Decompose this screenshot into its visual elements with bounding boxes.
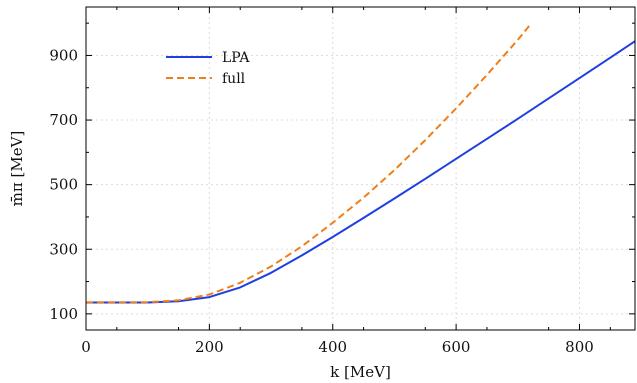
x-tick-label: 800 — [565, 338, 594, 356]
y-tick-label: 700 — [49, 111, 78, 129]
legend: LPA full — [166, 50, 250, 87]
x-tick-label: 600 — [442, 338, 471, 356]
x-axis-label: k [MeV] — [330, 363, 391, 381]
plot-frame — [85, 6, 636, 331]
series-line-full — [86, 24, 531, 304]
y-axis-label: m̄π [MeV] — [8, 131, 26, 207]
legend-label-lpa: LPA — [222, 50, 250, 66]
series-layer — [86, 24, 635, 304]
y-tick-label: 500 — [49, 176, 78, 194]
ticks — [85, 7, 635, 330]
x-tick-label: 200 — [195, 338, 224, 356]
tick-labels: 0 200 400 600 800 100 300 500 700 900 — [49, 46, 593, 356]
y-tick-label: 900 — [49, 46, 78, 64]
grid — [85, 7, 635, 330]
x-tick-label: 400 — [318, 338, 347, 356]
y-tick-label: 300 — [49, 240, 78, 258]
y-tick-label: 100 — [49, 305, 78, 323]
series-line-lpa — [86, 40, 635, 304]
x-tick-label: 0 — [81, 338, 91, 356]
legend-label-full: full — [222, 71, 246, 87]
